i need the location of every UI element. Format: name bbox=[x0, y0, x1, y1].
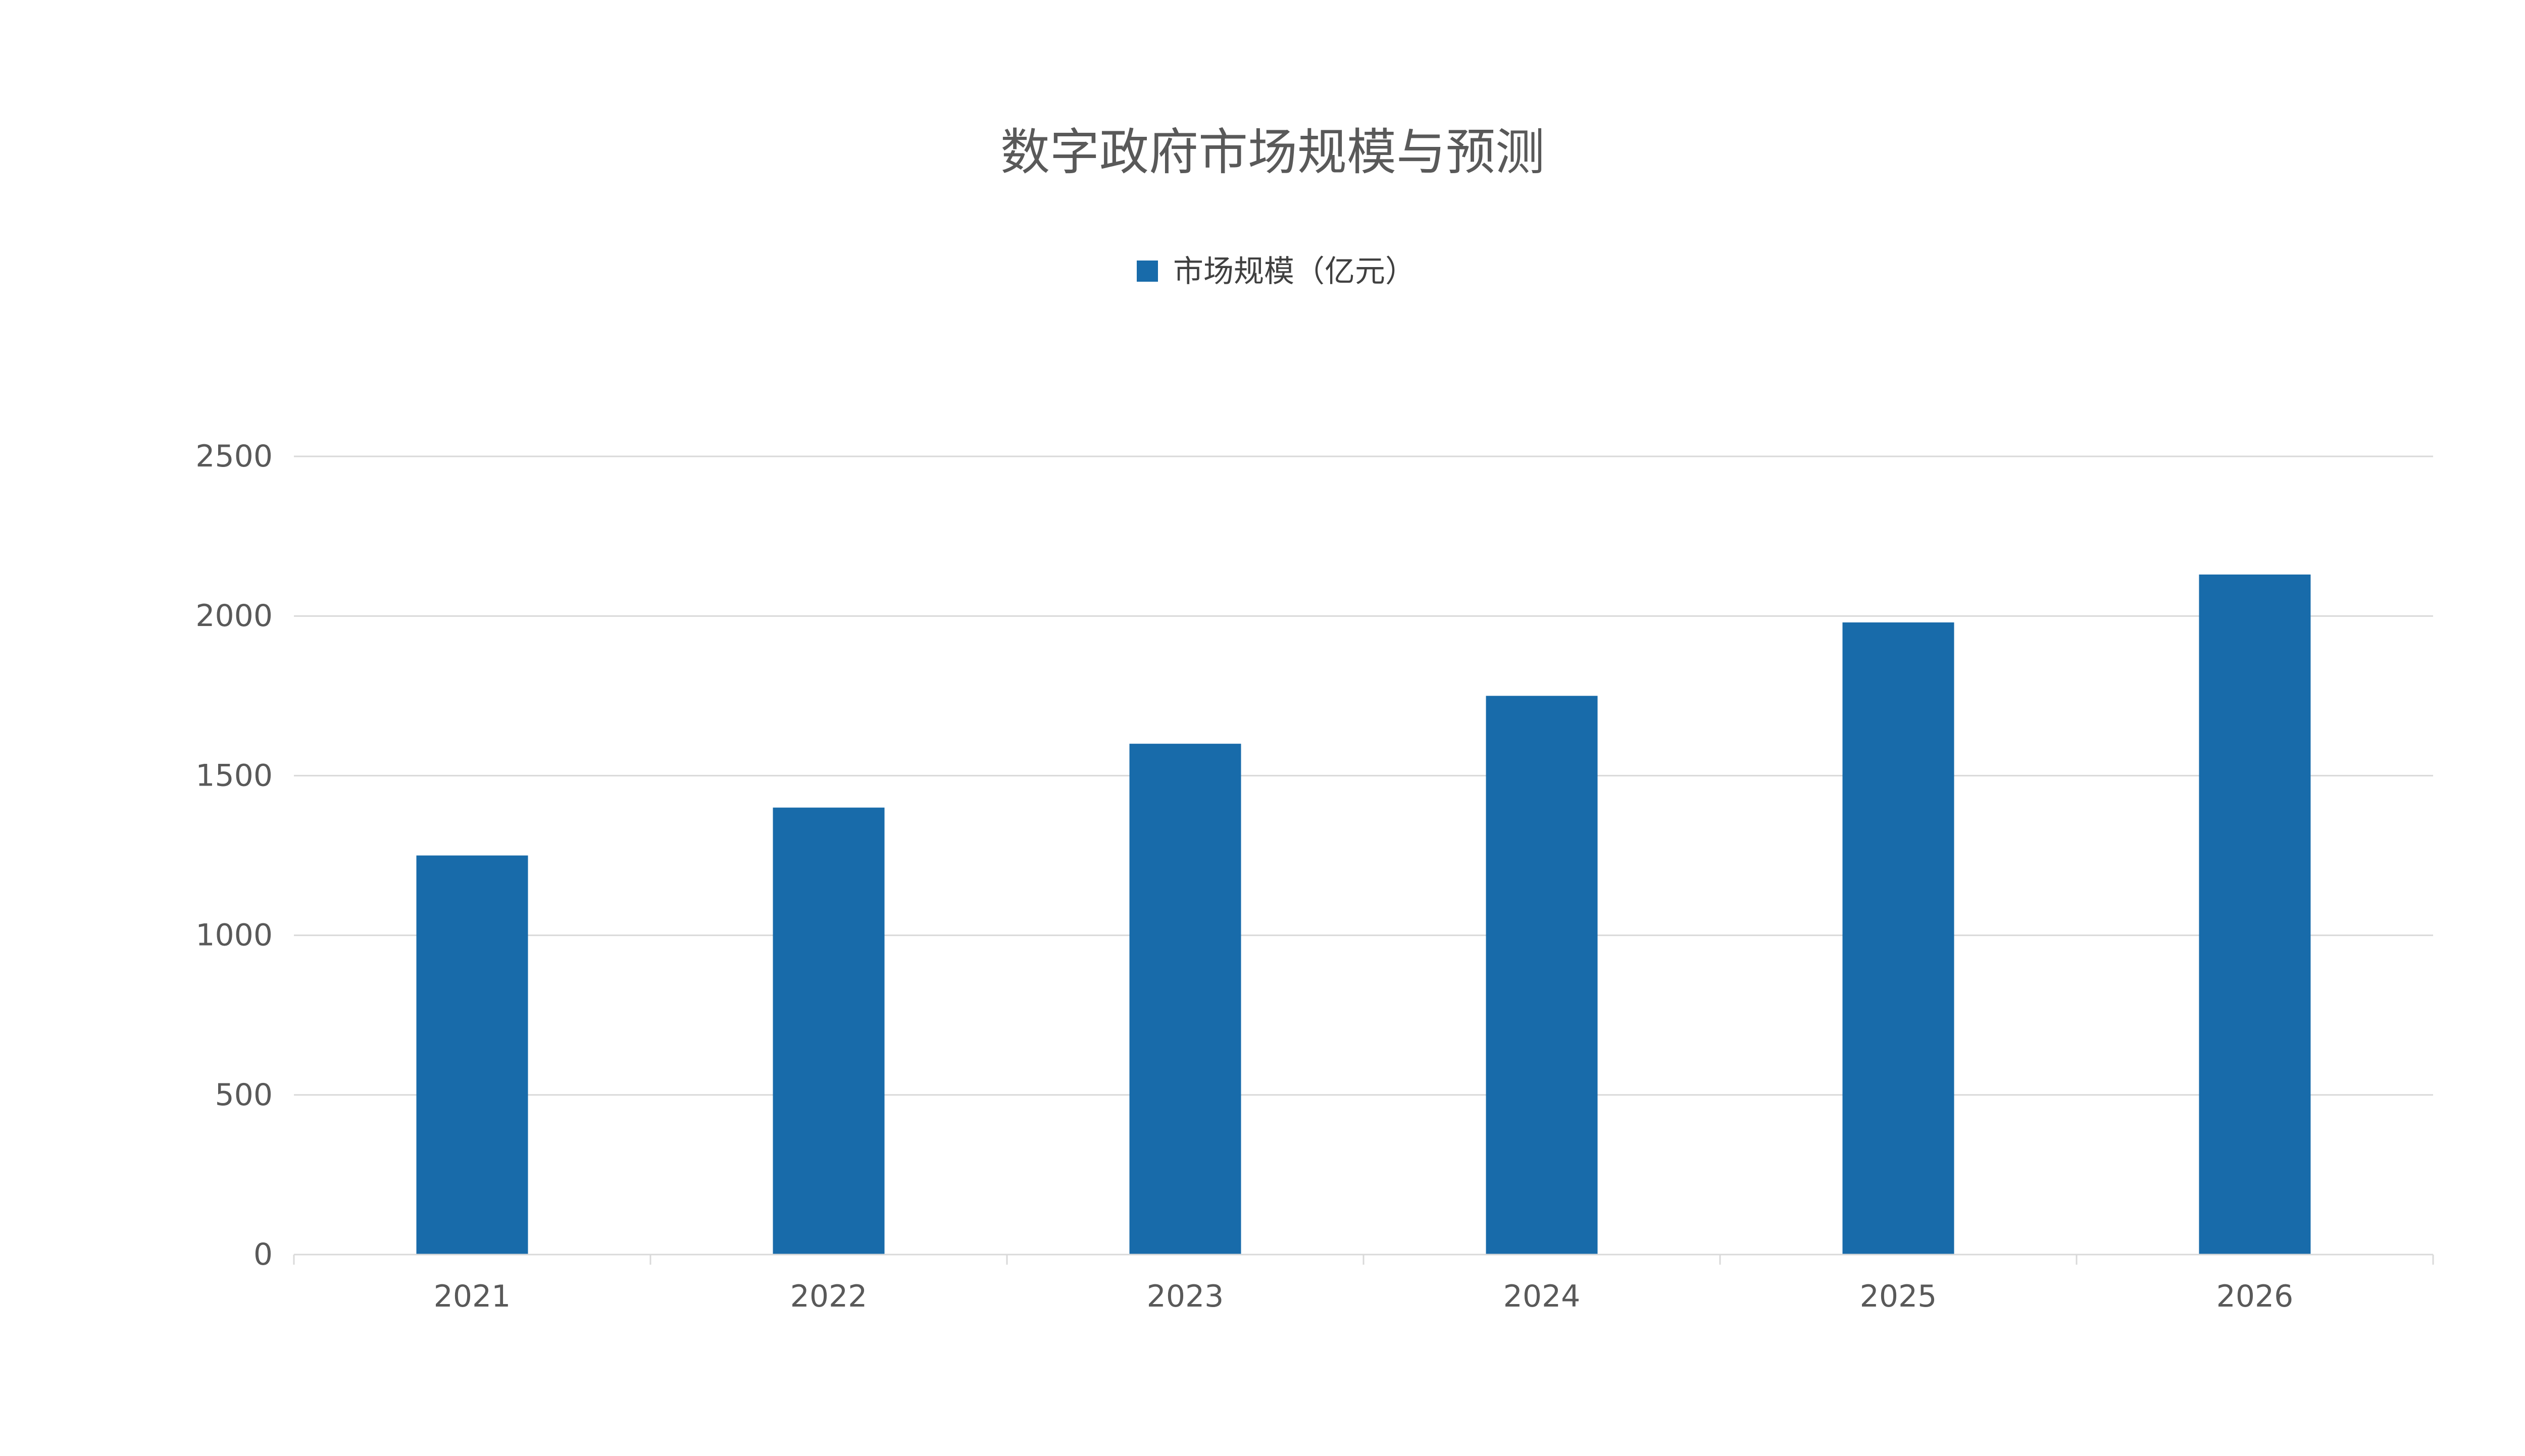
y-tick-label-1000: 1000 bbox=[195, 918, 273, 953]
x-tick-label-2024: 2024 bbox=[1503, 1279, 1581, 1314]
x-tick-label-2022: 2022 bbox=[790, 1279, 868, 1314]
x-tick-label-2023: 2023 bbox=[1147, 1279, 1224, 1314]
x-axis-tick-labels: 2021 2022 2023 2024 2025 2026 bbox=[434, 1279, 2294, 1314]
x-axis bbox=[293, 1254, 2434, 1265]
bar-2022 bbox=[773, 807, 885, 1255]
y-tick-label-1500: 1500 bbox=[195, 758, 273, 793]
chart-title: 数字政府市场规模与预测 bbox=[1000, 124, 1545, 181]
y-axis-tick-labels: 0 500 1000 1500 2000 2500 bbox=[195, 439, 273, 1272]
x-tick-label-2026: 2026 bbox=[2216, 1279, 2294, 1314]
x-tick-label-2025: 2025 bbox=[1860, 1279, 1937, 1314]
legend-label-market-size: 市场规模（亿元） bbox=[1173, 254, 1416, 289]
bar-2021 bbox=[416, 855, 528, 1255]
x-tick-label-2021: 2021 bbox=[434, 1279, 511, 1314]
gridlines bbox=[294, 455, 2433, 1096]
y-tick-label-2000: 2000 bbox=[195, 598, 273, 634]
bars bbox=[416, 574, 2311, 1255]
y-tick-label-2500: 2500 bbox=[195, 439, 273, 474]
legend-swatch-market-size bbox=[1137, 261, 1158, 282]
bar-2026 bbox=[2199, 574, 2311, 1255]
y-tick-label-500: 500 bbox=[215, 1077, 273, 1113]
legend: 市场规模（亿元） bbox=[1137, 254, 1416, 289]
bar-2025 bbox=[1842, 622, 1954, 1255]
y-tick-label-0: 0 bbox=[254, 1237, 273, 1272]
bar-2024 bbox=[1486, 696, 1598, 1255]
bar-2023 bbox=[1129, 744, 1241, 1255]
